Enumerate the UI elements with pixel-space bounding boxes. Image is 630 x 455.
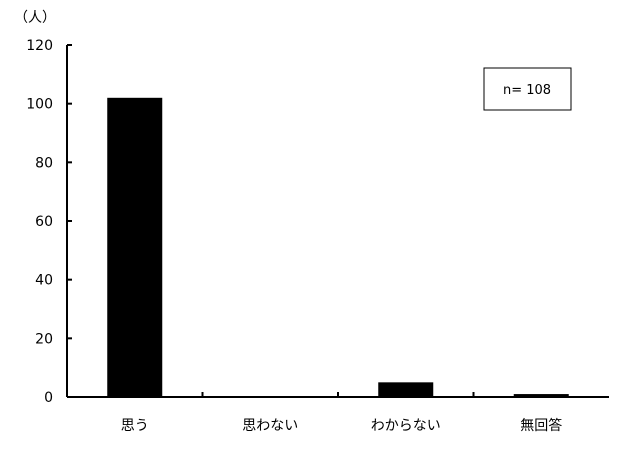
y-tick-label: 60 <box>35 214 53 230</box>
y-tick-label: 120 <box>26 38 53 54</box>
x-tick-label: わからない <box>371 418 441 434</box>
x-axis: 思う 思わない わからない 無回答 <box>67 392 609 434</box>
bar <box>378 382 434 397</box>
bar <box>513 394 569 397</box>
y-axis: 0 20 40 60 80 100 120 <box>26 38 72 406</box>
y-tick-label: 0 <box>44 390 53 406</box>
y-tick-label: 80 <box>35 155 53 171</box>
y-tick-label: 100 <box>26 97 53 113</box>
bar <box>107 97 163 398</box>
sample-size-box: n= 108 <box>483 67 572 111</box>
bars <box>107 97 569 398</box>
y-tick-label: 40 <box>35 273 53 289</box>
x-tick-label: 思う <box>121 418 149 434</box>
x-tick-label: 無回答 <box>520 417 562 434</box>
y-tick-label: 20 <box>35 331 53 347</box>
y-axis-unit-label: （人） <box>14 10 56 26</box>
sample-size-label: n= 108 <box>503 83 551 98</box>
x-tick-label: 思わない <box>242 418 298 434</box>
